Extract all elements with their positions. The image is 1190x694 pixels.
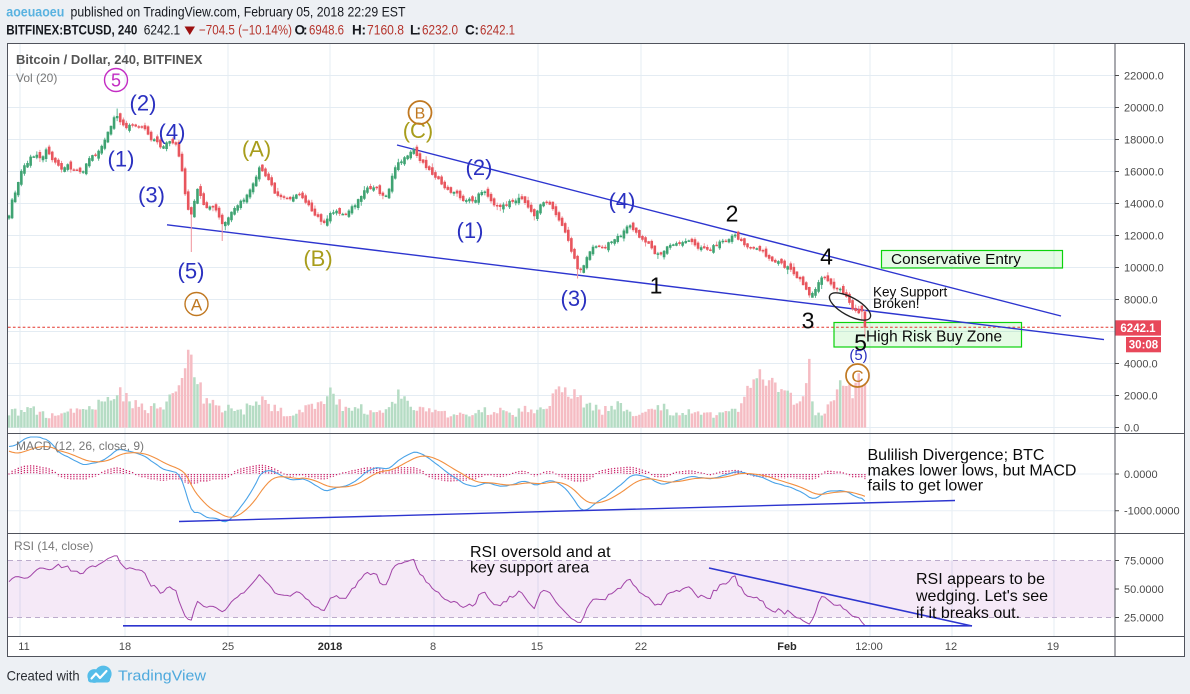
svg-text:BITFINEX:BTCUSD, 240: BITFINEX:BTCUSD, 240 [6, 23, 137, 38]
svg-text:5: 5 [111, 71, 121, 91]
svg-text:7160.8: 7160.8 [367, 23, 404, 38]
svg-text:8000.0: 8000.0 [1124, 294, 1158, 306]
svg-text:6242.1: 6242.1 [144, 23, 181, 38]
svg-text:50.0000: 50.0000 [1124, 584, 1164, 596]
svg-text:6242.1: 6242.1 [1120, 323, 1156, 335]
svg-text:1: 1 [650, 273, 663, 299]
svg-text:Bitcoin / Dollar, 240, BITFINE: Bitcoin / Dollar, 240, BITFINEX [16, 52, 203, 67]
svg-text:5: 5 [854, 330, 867, 356]
svg-text:30:08: 30:08 [1129, 340, 1159, 352]
svg-text:(2): (2) [466, 155, 493, 180]
svg-text:4: 4 [820, 244, 833, 270]
svg-text:6948.6: 6948.6 [309, 23, 344, 38]
svg-text:6242.1: 6242.1 [480, 23, 515, 38]
svg-text:6232.0: 6232.0 [422, 23, 458, 38]
svg-text:18000.0: 18000.0 [1124, 134, 1164, 146]
svg-text:(3): (3) [561, 286, 588, 311]
svg-text:C:: C: [465, 23, 479, 38]
svg-text:C: C [851, 367, 863, 386]
svg-text:(C): (C) [403, 118, 434, 143]
svg-text:(B): (B) [303, 246, 332, 271]
svg-text:High Risk Buy Zone: High Risk Buy Zone [866, 329, 1002, 346]
svg-text:RSI appears to be: RSI appears to be [916, 571, 1045, 588]
svg-text:10000.0: 10000.0 [1124, 262, 1164, 274]
svg-text:8: 8 [430, 641, 436, 653]
svg-text:B: B [415, 106, 426, 123]
svg-text:22000.0: 22000.0 [1124, 70, 1164, 82]
svg-text:Vol (20): Vol (20) [16, 71, 57, 85]
svg-text:2: 2 [726, 200, 739, 226]
svg-text:2000.0: 2000.0 [1124, 390, 1158, 402]
svg-text:aoeuaoeu: aoeuaoeu [6, 5, 64, 20]
svg-text:15: 15 [531, 641, 543, 653]
svg-text:(1): (1) [108, 147, 135, 172]
svg-text:key support area: key support area [470, 560, 589, 577]
svg-text:-1000.0000: -1000.0000 [1124, 506, 1180, 518]
svg-text:Key Support: Key Support [873, 285, 948, 300]
svg-text:0.0: 0.0 [1124, 422, 1139, 434]
svg-text:−704.5 (−10.14%): −704.5 (−10.14%) [199, 23, 292, 38]
svg-text:19: 19 [1047, 641, 1059, 653]
svg-text:Feb: Feb [777, 641, 797, 653]
svg-text:14000.0: 14000.0 [1124, 198, 1164, 210]
svg-text:4000.0: 4000.0 [1124, 358, 1158, 370]
svg-text:12000.0: 12000.0 [1124, 230, 1164, 242]
svg-text:3: 3 [802, 308, 815, 334]
svg-text:RSI oversold and at: RSI oversold and at [470, 544, 611, 561]
svg-text:12: 12 [945, 641, 957, 653]
svg-text:RSI (14, close): RSI (14, close) [14, 539, 93, 553]
svg-text:if it breaks out.: if it breaks out. [916, 605, 1020, 622]
svg-text:L:: L: [410, 23, 421, 38]
svg-text:(2): (2) [130, 91, 157, 116]
svg-text:(4): (4) [609, 189, 636, 214]
svg-text:MACD (12, 26, close, 9): MACD (12, 26, close, 9) [16, 439, 144, 453]
svg-text:0.0000: 0.0000 [1124, 469, 1158, 481]
svg-text:25.0000: 25.0000 [1124, 612, 1164, 624]
svg-text:(5): (5) [178, 259, 205, 284]
svg-text:published on TradingView.com,: published on TradingView.com, February 0… [71, 5, 406, 20]
svg-text:(A): (A) [242, 137, 271, 162]
svg-text:25: 25 [222, 641, 234, 653]
svg-text:Conservative Entry: Conservative Entry [891, 252, 1022, 268]
svg-text:12:00: 12:00 [855, 641, 883, 653]
svg-text:TradingView: TradingView [118, 668, 206, 685]
svg-text:(1): (1) [457, 218, 484, 243]
svg-text:22: 22 [635, 641, 647, 653]
svg-text:75.0000: 75.0000 [1124, 555, 1164, 567]
svg-text:(5): (5) [849, 347, 867, 364]
svg-text:2018: 2018 [318, 641, 342, 653]
svg-text:16000.0: 16000.0 [1124, 166, 1164, 178]
svg-text:makes lower lows, but MACD: makes lower lows, but MACD [868, 463, 1077, 480]
svg-text:20000.0: 20000.0 [1124, 102, 1164, 114]
svg-text:wedging. Let's see: wedging. Let's see [915, 588, 1048, 605]
svg-text:fails to get lower: fails to get lower [868, 478, 984, 495]
svg-text:(3): (3) [138, 183, 165, 208]
svg-text:O:: O: [295, 23, 308, 38]
svg-text:11: 11 [18, 641, 29, 653]
svg-text:H:: H: [352, 23, 366, 38]
svg-text:Created with: Created with [7, 668, 80, 684]
svg-text:Broken!: Broken! [873, 296, 920, 311]
svg-text:18: 18 [119, 641, 131, 653]
svg-text:(4): (4) [159, 120, 186, 145]
svg-text:A: A [191, 296, 203, 315]
svg-text:Bulilish Divergence; BTC: Bulilish Divergence; BTC [868, 447, 1045, 464]
